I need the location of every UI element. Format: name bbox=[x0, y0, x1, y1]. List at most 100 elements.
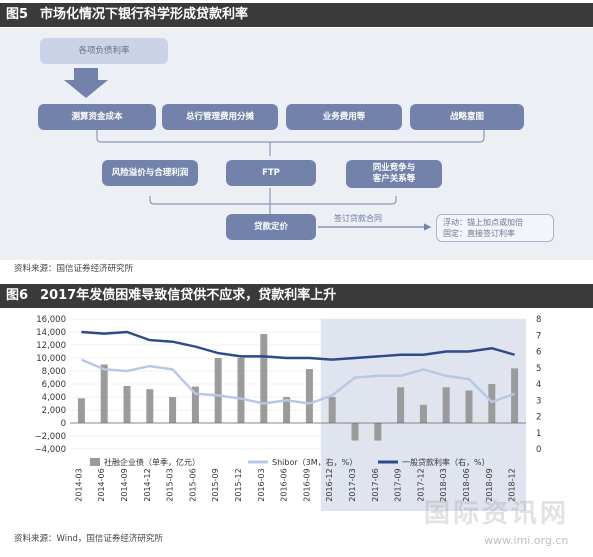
right-tick-label: 0 bbox=[536, 445, 541, 455]
bar-2016-06 bbox=[283, 397, 291, 423]
figure5-source: 资料来源：国信证券经济研究所 bbox=[14, 264, 134, 274]
x-tick-label: 2016-03 bbox=[257, 468, 266, 501]
left-tick-label: 16,000 bbox=[36, 315, 66, 325]
bar-2014-12 bbox=[146, 389, 154, 423]
legend-shibor-label: Shibor（3M，右，%） bbox=[272, 457, 357, 467]
float-rate-text: 浮动：锚上加点或加倍 bbox=[443, 218, 523, 227]
ftp-label: FTP bbox=[262, 167, 280, 178]
left-tick-label: 10,000 bbox=[36, 354, 66, 364]
legend-loan-label: 一般贷款利率（右，%） bbox=[402, 457, 490, 467]
watermark-url: www.imi.org.cn bbox=[484, 534, 569, 547]
left-tick-label: 12,000 bbox=[36, 341, 66, 351]
bar-2015-09 bbox=[214, 358, 222, 423]
figure6-title: 2017年发债困难导致信贷供不应求，贷款利率上升 bbox=[40, 288, 337, 303]
figure5-number: 图5 bbox=[6, 7, 29, 22]
figure5-header: 图5 市场化情况下银行科学形成贷款利率 bbox=[0, 3, 593, 27]
bar-2015-03 bbox=[169, 397, 177, 423]
left-tick-label: 14,000 bbox=[36, 328, 66, 338]
x-tick-label: 2015-06 bbox=[188, 468, 197, 501]
x-tick-label: 2016-09 bbox=[302, 468, 311, 501]
strategy-label: 战略意图 bbox=[449, 111, 484, 122]
bar-2015-06 bbox=[191, 386, 199, 423]
loan-rate-line bbox=[81, 330, 515, 361]
figure5-connectors bbox=[64, 68, 485, 231]
left-tick-label: 4,000 bbox=[42, 393, 66, 403]
x-tick-label: 2015-12 bbox=[234, 468, 243, 501]
right-tick-label: 1 bbox=[536, 429, 541, 439]
right-tick-label: 7 bbox=[536, 331, 541, 341]
risk-box: 风险溢价与合理利润 bbox=[102, 160, 198, 186]
mgmt-cost-label: 总行管理费用分摊 bbox=[185, 111, 254, 122]
x-tick-label: 2018-06 bbox=[462, 468, 471, 501]
x-tick-label: 2014-06 bbox=[97, 468, 106, 501]
rate-type-box: 浮动：锚上加点或加倍 固定：直接签订利率 bbox=[436, 214, 554, 242]
biz-cost-box: 业务费用等 bbox=[286, 104, 402, 130]
x-tick-label: 2018-03 bbox=[439, 468, 448, 501]
contract-label: 签订贷款合同 bbox=[334, 214, 382, 223]
left-tick-label: 8,000 bbox=[42, 367, 66, 377]
bar-2014-09 bbox=[123, 385, 131, 423]
right-tick-label: 2 bbox=[536, 413, 541, 423]
x-tick-label: 2015-09 bbox=[211, 468, 220, 501]
left-tick-label: 0 bbox=[61, 419, 66, 429]
left-tick-label: −4,000 bbox=[35, 445, 66, 455]
figure6-header: 图6 2017年发债困难导致信贷供不应求，贷款利率上升 bbox=[0, 284, 593, 308]
x-tick-label: 2014-09 bbox=[120, 468, 129, 501]
bar-2017-03 bbox=[351, 423, 359, 441]
competition-box: 同业竞争与 客户关系等 bbox=[346, 160, 442, 188]
bar-2018-03 bbox=[442, 387, 450, 423]
left-tick-label: −2,000 bbox=[35, 432, 66, 442]
x-tick-label: 2017-09 bbox=[394, 468, 403, 501]
fund-cost-label: 测算资金成本 bbox=[71, 111, 123, 122]
figure6-chart: 16,00014,00012,00010,0008,0006,0004,0002… bbox=[35, 315, 541, 511]
figure6-source: 资料来源：Wind，国信证券经济研究所 bbox=[14, 534, 163, 544]
bar-2018-09 bbox=[488, 384, 496, 423]
bar-2016-12 bbox=[328, 397, 336, 423]
fund-cost-box: 测算资金成本 bbox=[38, 104, 156, 130]
risk-label: 风险溢价与合理利润 bbox=[111, 167, 189, 178]
pricing-label: 贷款定价 bbox=[253, 221, 288, 232]
x-tick-label: 2017-12 bbox=[416, 468, 425, 501]
bar-2016-03 bbox=[260, 333, 268, 423]
x-tick-label: 2018-09 bbox=[485, 468, 494, 501]
figure6-chart-panel: 16,000 14,000 12,000 10,000 8,000 6,000 4,000 2… bbox=[0, 309, 593, 529]
x-tick-label: 2017-03 bbox=[348, 468, 357, 501]
biz-cost-label: 业务费用等 bbox=[322, 111, 366, 122]
left-tick-label: 6,000 bbox=[42, 380, 66, 390]
pricing-box: 贷款定价 bbox=[226, 214, 316, 240]
bar-2017-12 bbox=[419, 404, 427, 423]
competition-label-1: 同业竞争与 bbox=[372, 163, 416, 173]
right-tick-label: 3 bbox=[536, 396, 541, 406]
strategy-box: 战略意图 bbox=[410, 104, 524, 130]
right-tick-label: 8 bbox=[536, 315, 541, 325]
bar-2018-12 bbox=[511, 368, 519, 423]
right-tick-label: 5 bbox=[536, 364, 541, 374]
down-arrow-icon bbox=[64, 68, 108, 98]
mgmt-cost-box: 总行管理费用分摊 bbox=[162, 104, 278, 130]
right-tick-label: 4 bbox=[536, 380, 541, 390]
figure5-title: 市场化情况下银行科学形成贷款利率 bbox=[40, 7, 249, 22]
bar-2016-09 bbox=[305, 369, 313, 423]
fixed-rate-text: 固定：直接签订利率 bbox=[443, 229, 515, 238]
figure5-diagram: 各项负债利率 测算资金成本 总行管理费用分摊 业务费用等 战略意图 风险溢价与合… bbox=[0, 28, 593, 260]
x-tick-label: 2017-06 bbox=[371, 468, 380, 501]
shibor-line bbox=[80, 358, 516, 405]
x-tick-label: 2016-06 bbox=[280, 468, 289, 501]
bar-2014-06 bbox=[100, 364, 108, 423]
bar-2017-06 bbox=[374, 423, 382, 441]
left-tick-label: 2,000 bbox=[42, 406, 66, 416]
legend-bar-swatch bbox=[90, 458, 100, 466]
bar-2014-03 bbox=[77, 398, 85, 423]
competition-label-2: 客户关系等 bbox=[372, 174, 416, 184]
bar-2017-09 bbox=[397, 387, 405, 423]
x-tick-label: 2016-12 bbox=[325, 468, 334, 501]
legend-bar-label: 社融企业债（单季，亿元） bbox=[104, 457, 200, 467]
watermark-cn: 国际资讯网 bbox=[424, 499, 570, 529]
figure6-number: 图6 bbox=[6, 288, 29, 303]
x-tick-label: 2014-12 bbox=[143, 468, 152, 501]
x-tick-label: 2015-03 bbox=[166, 468, 175, 501]
bar-2015-12 bbox=[237, 358, 245, 423]
debt-cost-label: 各项负债利率 bbox=[78, 45, 130, 56]
right-tick-label: 6 bbox=[536, 348, 541, 358]
x-tick-label: 2018-12 bbox=[508, 468, 517, 501]
